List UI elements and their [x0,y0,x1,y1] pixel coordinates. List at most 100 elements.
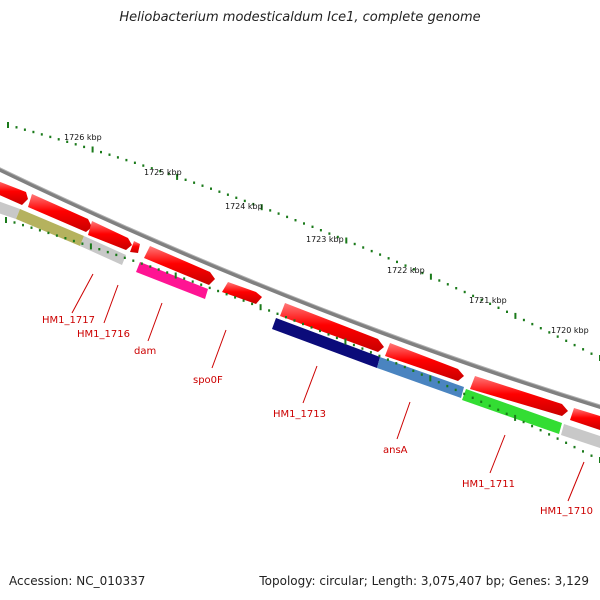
gene-bar-navy[interactable] [272,318,380,368]
gene-bar-green[interactable] [462,389,562,434]
minor-tick [226,193,229,196]
major-tick [514,414,517,421]
minor-tick [421,271,424,275]
major-tick [7,122,9,128]
gene-labels: HM1_1717 HM1_1716 dam spo0F HM1_1713 ans… [42,315,593,517]
gene-bar-magenta[interactable] [136,262,208,299]
minor-tick [81,242,84,245]
cds-arrow[interactable] [222,282,262,304]
minor-tick [252,202,255,206]
major-tick [514,312,517,319]
gene-label-dam[interactable]: dam [134,346,156,357]
minor-tick [83,145,86,149]
cds-arrow[interactable] [28,194,92,232]
cds-arrow[interactable] [385,343,464,381]
minor-tick [13,221,16,224]
map-title: Heliobacterium modesticaldum Ice1, compl… [119,10,481,25]
minor-tick [268,309,271,312]
minor-tick [328,232,331,235]
minor-tick [166,271,169,274]
gene-label-hm1-1717[interactable]: HM1_1717 [42,315,95,326]
gene-label-hm1-1711[interactable]: HM1_1711 [462,479,515,490]
minor-tick [47,231,50,235]
gene-bar-steelblue[interactable] [377,357,464,398]
minor-tick [497,306,500,309]
leader-line [71,273,94,314]
minor-tick [201,184,204,187]
gene-bar-olive[interactable] [16,209,84,246]
minor-tick [32,130,35,134]
minor-tick [454,388,457,392]
minor-tick [218,190,221,193]
minor-tick [336,235,339,239]
minor-tick [565,441,568,444]
minor-tick [404,264,407,267]
minor-tick [225,293,228,296]
cds-arrow[interactable] [0,180,28,205]
minor-tick [167,172,170,176]
minor-tick [125,158,128,162]
minor-tick [40,133,43,136]
minor-tick [582,348,585,351]
accession-text: Accession: NC_010337 [9,574,146,588]
minor-tick [480,400,483,403]
gene-label-spo0f[interactable]: spo0F [193,375,223,386]
leader-line [489,434,506,474]
minor-tick [116,156,119,159]
genome-summary-text: Topology: circular; Length: 3,075,407 bp… [259,574,589,588]
inner-ruler-ticks [5,217,600,463]
minor-tick [115,253,118,257]
minor-tick [72,239,75,243]
ruler-label-1724: 1724 kbp [225,202,263,211]
minor-tick [480,298,483,302]
minor-tick [370,249,373,253]
minor-tick [285,316,287,319]
cds-arrow[interactable] [144,246,215,285]
gene-bar-grey[interactable] [0,200,20,219]
minor-tick [210,187,212,190]
minor-tick [149,265,152,268]
gene-label-hm1-1716[interactable]: HM1_1716 [77,329,130,340]
minor-tick [242,299,245,302]
major-tick [345,237,348,244]
minor-tick [140,262,143,265]
minor-tick [590,352,593,355]
cds-arrow[interactable] [570,408,600,430]
minor-tick [548,433,551,436]
cds-arrow[interactable] [88,221,132,250]
major-tick [176,173,179,180]
minor-tick [234,296,237,299]
minor-tick [311,225,314,228]
minor-tick [277,212,280,215]
cds-arrow[interactable] [130,241,140,253]
minor-tick [108,153,111,156]
minor-tick [22,223,24,227]
minor-tick [497,408,500,411]
minor-tick [446,384,449,388]
minor-tick [489,302,492,305]
gene-bar-grey[interactable] [561,424,600,448]
cds-arrow[interactable] [280,303,384,352]
ruler-label-1723: 1723 kbp [306,235,344,244]
minor-tick [64,237,67,240]
gene-bar-grey[interactable] [80,236,126,265]
ruler-label-1722: 1722 kbp [387,266,425,275]
minor-tick [132,259,135,262]
minor-tick [106,250,109,254]
leader-line [302,365,318,404]
minor-tick [66,140,69,143]
minor-tick [38,229,41,232]
minor-tick [200,283,203,286]
minor-tick [57,138,60,141]
minor-tick [531,322,534,326]
minor-tick [573,343,576,347]
leader-line [147,302,163,342]
minor-tick [98,248,101,251]
minor-tick [217,289,220,293]
minor-tick [133,161,136,164]
gene-label-hm1-1713[interactable]: HM1_1713 [273,409,326,420]
gene-label-ansa[interactable]: ansA [383,445,408,456]
cds-arrow[interactable] [470,376,568,416]
gene-label-hm1-1710[interactable]: HM1_1710 [540,506,593,517]
